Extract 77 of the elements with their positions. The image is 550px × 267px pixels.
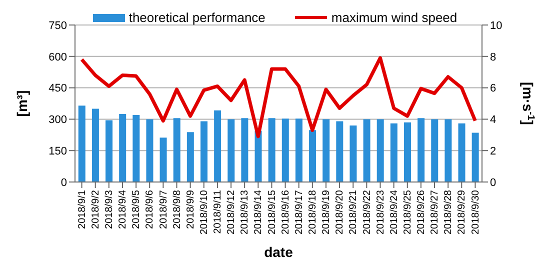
x-tick-label: 2018/9/23	[375, 190, 386, 234]
bar	[200, 121, 208, 182]
bar	[119, 114, 126, 182]
y2-tick-label: 6	[490, 82, 496, 95]
y2-tick-label: 4	[490, 114, 496, 126]
x-tick-label: 2018/9/30	[470, 190, 482, 234]
x-tick-label: 2018/9/22	[362, 190, 373, 234]
x-tick-label: 2018/9/29	[456, 190, 468, 234]
x-tick-label: 2018/9/1	[76, 190, 88, 229]
bar	[160, 138, 167, 182]
x-tick-label: 2018/9/12	[226, 190, 238, 234]
x-tick-label: 2018/9/16	[280, 190, 292, 234]
x-tick-label: 2018/9/28	[443, 190, 454, 234]
x-tick-label: 2018/9/19	[321, 190, 332, 234]
bar	[295, 118, 302, 182]
x-tick-label: 2018/9/15	[266, 190, 278, 234]
x-tick-label: 2018/9/5	[131, 190, 142, 229]
bar	[336, 121, 344, 182]
x-tick-label: 2018/9/21	[348, 190, 360, 234]
x-tick-label: 2018/9/20	[334, 190, 346, 234]
y-tick-label: 600	[48, 51, 67, 64]
x-tick-label: 2018/9/24	[388, 190, 400, 234]
legend-label: theoretical performance	[128, 10, 266, 25]
y2-tick-label: 8	[490, 51, 496, 64]
bar	[363, 119, 370, 182]
x-tick-label: 2018/9/17	[294, 190, 305, 234]
bar	[472, 132, 479, 182]
y2-tick-label: 10	[490, 20, 502, 32]
bar	[268, 118, 276, 182]
bar	[228, 119, 235, 182]
line-series	[80, 56, 477, 138]
bar	[404, 122, 411, 182]
x-tick-label: 2018/9/9	[185, 190, 196, 229]
bar	[106, 120, 113, 182]
bar	[78, 106, 86, 182]
bar	[458, 123, 466, 182]
x-tick-label: 2018/9/7	[158, 190, 170, 229]
bar	[431, 119, 438, 182]
bar	[214, 110, 222, 182]
bar	[390, 123, 398, 182]
x-axis-title: date	[264, 244, 294, 260]
x-tick-label: 2018/9/14	[253, 190, 264, 234]
bar	[132, 115, 140, 182]
y-tick-label: 300	[48, 114, 67, 126]
bar	[309, 130, 316, 182]
bar	[186, 132, 194, 182]
bar	[418, 118, 425, 182]
x-tick-label: 2018/9/25	[402, 190, 414, 234]
legend-label: maximum wind speed	[330, 10, 458, 25]
x-tick-label: 2018/9/10	[198, 190, 210, 234]
x-tick-label: 2018/9/13	[240, 190, 251, 234]
x-tick-label: 2018/9/27	[430, 190, 441, 234]
y-tick-label: 750	[48, 20, 67, 32]
y-tick-label: 450	[48, 82, 67, 95]
x-tick-label: 2018/9/3	[104, 190, 116, 229]
x-tick-label: 2018/9/2	[90, 190, 102, 229]
y2-tick-label: 0	[490, 176, 496, 189]
x-tick-label: 2018/9/11	[212, 190, 224, 234]
bar	[92, 108, 99, 182]
y-tick-label: 0	[60, 176, 67, 189]
bar	[376, 119, 384, 182]
bar	[350, 125, 357, 182]
bar	[282, 118, 289, 182]
x-tick-label: 2018/9/18	[308, 190, 319, 234]
x-tick-label: 2018/9/4	[118, 190, 129, 229]
bar	[444, 119, 452, 182]
x-tick-label: 2018/9/26	[416, 190, 428, 234]
x-tick-label: 2018/9/6	[144, 190, 156, 229]
bar	[146, 119, 154, 182]
y2-tick-label: 2	[490, 146, 496, 158]
bar	[254, 130, 262, 182]
y-tick-label: 150	[48, 146, 67, 158]
x-tick-label: 2018/9/8	[172, 190, 183, 229]
y-axis-title: [m³]	[14, 90, 30, 117]
bar	[241, 118, 248, 182]
bar	[322, 119, 330, 182]
bar	[173, 118, 180, 182]
